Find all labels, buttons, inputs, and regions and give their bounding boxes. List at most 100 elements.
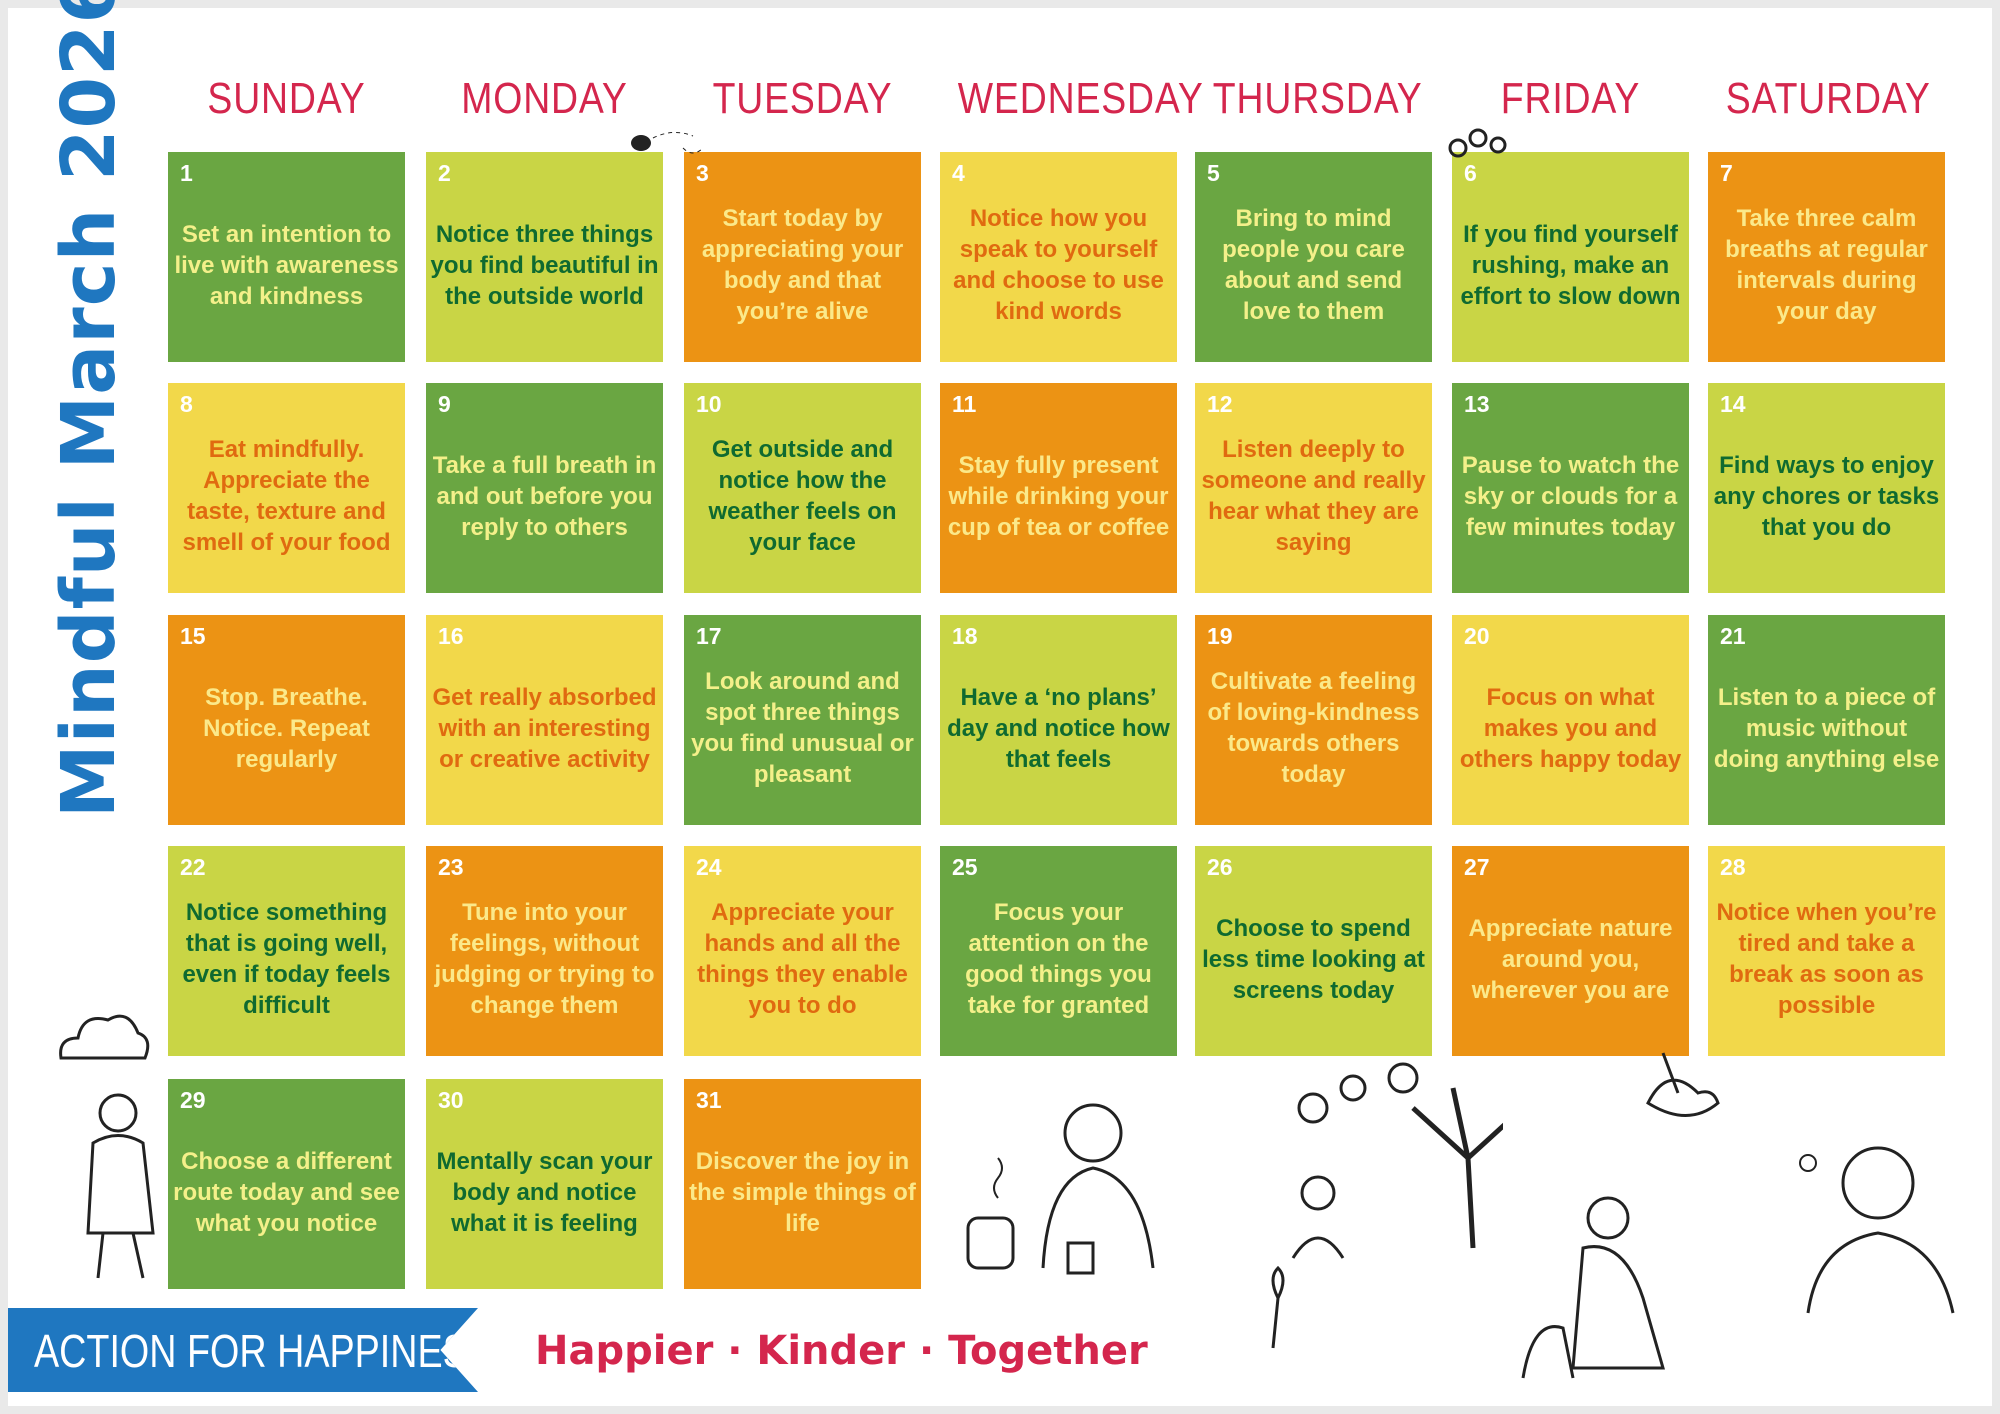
day-activity: Take three calm breaths at regular inter… <box>1725 205 1928 325</box>
day-number: 27 <box>1464 854 1490 880</box>
day-cell: 10 Get outside and notice how the weather… <box>684 383 921 593</box>
day-number: 5 <box>1207 160 1220 186</box>
day-activity: Get really absorbed with an interesting … <box>432 683 657 773</box>
calendar-title: Mindful March 2026 <box>46 0 132 818</box>
person-with-dog-illustration <box>1521 1196 1665 1379</box>
day-cell: 23 Tune into your feelings, without judgi… <box>426 846 663 1056</box>
day-activity: Take a full breath in and out before you… <box>432 451 657 541</box>
day-activity: Choose a different route today and see w… <box>173 1147 400 1237</box>
day-number: 15 <box>180 623 206 649</box>
tagline: Happier · Kinder · Together <box>535 1328 1148 1374</box>
day-number: 4 <box>952 160 965 186</box>
day-cell: 31 Discover the joy in the simple things … <box>684 1079 921 1289</box>
weekday-header: WEDNESDAY <box>957 74 1204 123</box>
day-activity: Find ways to enjoy any chores or tasks t… <box>1713 451 1940 541</box>
day-activity: Pause to watch the sky or clouds for a f… <box>1461 451 1680 541</box>
day-number: 31 <box>696 1087 722 1113</box>
day-cell: 30 Mentally scan your body and notice wha… <box>426 1079 663 1289</box>
day-cell: 26 Choose to spend less time looking at s… <box>1195 846 1432 1056</box>
day-number: 25 <box>952 854 978 880</box>
day-number: 20 <box>1464 623 1490 649</box>
day-number: 29 <box>180 1087 206 1113</box>
day-cell: 29 Choose a different route today and see… <box>168 1079 405 1289</box>
day-cell: 6 If you find yourself rushing, make an e… <box>1452 152 1689 362</box>
day-activity: If you find yourself rushing, make an ef… <box>1460 220 1681 310</box>
day-activity: Notice when you’re tired and take a brea… <box>1716 899 1937 1019</box>
day-cell: 9 Take a full breath in and out before yo… <box>426 383 663 593</box>
cloud-icon <box>59 1014 150 1060</box>
day-activity: Focus your attention on the good things … <box>965 899 1152 1019</box>
day-activity: Appreciate your hands and all the things… <box>697 899 908 1019</box>
day-activity: Mentally scan your body and notice what … <box>436 1147 653 1237</box>
day-number: 7 <box>1720 160 1733 186</box>
bird-illustration <box>1646 1052 1720 1117</box>
day-number: 2 <box>438 160 451 186</box>
day-number: 14 <box>1720 391 1746 417</box>
day-activity: Notice three things you find beautiful i… <box>430 220 659 310</box>
day-activity: Stop. Breathe. Notice. Repeat regularly <box>203 683 370 773</box>
weekday-header: FRIDAY <box>1500 74 1641 123</box>
day-number: 6 <box>1464 160 1477 186</box>
day-activity: Discover the joy in the simple things of… <box>689 1147 916 1237</box>
day-number: 10 <box>696 391 722 417</box>
day-cell: 8 Eat mindfully. Appreciate the taste, te… <box>168 383 405 593</box>
action-for-happiness-banner: ACTION FOR HAPPINESS <box>8 1308 478 1392</box>
brand-name: ACTION FOR HAPPINESS <box>34 1325 493 1377</box>
day-number: 24 <box>696 854 722 880</box>
smiling-man-illustration <box>1799 1146 1955 1314</box>
day-activity: Stay fully present while drinking your c… <box>947 451 1170 541</box>
flower-doodle-icon <box>1448 128 1507 158</box>
day-cell: 11 Stay fully present while drinking your… <box>940 383 1177 593</box>
walking-person-illustration <box>86 1093 155 1279</box>
weekday-header: SUNDAY <box>207 74 366 123</box>
day-cell: 3 Start today by appreciating your body a… <box>684 152 921 362</box>
day-activity: Choose to spend less time looking at scr… <box>1202 914 1425 1004</box>
day-activity: Listen to a piece of music without doing… <box>1713 683 1940 773</box>
day-cell: 16 Get really absorbed with an interestin… <box>426 615 663 825</box>
day-number: 28 <box>1720 854 1746 880</box>
day-cell: 27 Appreciate nature around you, wherever… <box>1452 846 1689 1056</box>
day-number: 21 <box>1720 623 1746 649</box>
day-cell: 20 Focus on what makes you and others hap… <box>1452 615 1689 825</box>
calendar-page: Mindful March 2026 SUNDAY MONDAY TUESDAY WE… <box>8 0 1992 1406</box>
day-number: 18 <box>952 623 978 649</box>
day-activity: Appreciate nature around you, wherever y… <box>1468 914 1673 1004</box>
person-with-tea-illustration <box>966 1103 1155 1275</box>
day-number: 17 <box>696 623 722 649</box>
day-number: 12 <box>1207 391 1233 417</box>
day-number: 30 <box>438 1087 464 1113</box>
day-activity: Look around and spot three things you fi… <box>691 668 914 788</box>
day-number: 3 <box>696 160 709 186</box>
day-number: 13 <box>1464 391 1490 417</box>
day-cell: 7 Take three calm breaths at regular inte… <box>1708 152 1945 362</box>
bee-icon <box>631 132 704 154</box>
day-activity: Get outside and notice how the weather f… <box>708 436 897 556</box>
day-activity: Bring to mind people you care about and … <box>1222 205 1405 325</box>
day-activity: Focus on what makes you and others happy… <box>1459 683 1682 773</box>
day-cell: 5 Bring to mind people you care about and… <box>1195 152 1432 362</box>
day-cell: 1 Set an intention to live with awareness… <box>168 152 405 362</box>
day-number: 11 <box>952 391 977 417</box>
day-number: 9 <box>438 391 451 417</box>
day-activity: Tune into your feelings, without judging… <box>434 899 655 1019</box>
day-activity: Set an intention to live with awareness … <box>174 220 399 310</box>
day-number: 19 <box>1207 623 1233 649</box>
day-number: 16 <box>438 623 464 649</box>
day-cell: 28 Notice when you’re tired and take a br… <box>1708 846 1945 1056</box>
day-cell: 15 Stop. Breathe. Notice. Repeat regularl… <box>168 615 405 825</box>
day-cell: 17 Look around and spot three things you … <box>684 615 921 825</box>
day-number: 1 <box>180 160 193 186</box>
day-activity: Start today by appreciating your body an… <box>701 205 904 325</box>
day-number: 23 <box>438 854 464 880</box>
weekday-header: SATURDAY <box>1725 74 1931 123</box>
weekday-header: TUESDAY <box>712 74 893 123</box>
weekday-header: MONDAY <box>461 74 628 123</box>
day-activity: Notice something that is going well, eve… <box>182 899 391 1019</box>
day-number: 8 <box>180 391 193 417</box>
day-cell: 25 Focus your attention on the good thing… <box>940 846 1177 1056</box>
day-activity: Eat mindfully. Appreciate the taste, tex… <box>182 436 391 556</box>
day-cell: 21 Listen to a piece of music without doi… <box>1708 615 1945 825</box>
day-cell: 18 Have a ‘no plans’ day and notice how t… <box>940 615 1177 825</box>
day-cell: 13 Pause to watch the sky or clouds for a… <box>1452 383 1689 593</box>
day-activity: Cultivate a feeling of loving-kindness t… <box>1207 668 1420 788</box>
